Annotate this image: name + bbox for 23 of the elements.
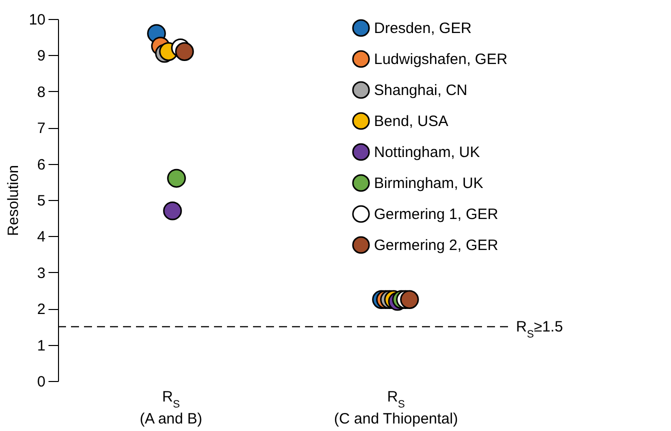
y-tick-label: 8 [37, 84, 46, 101]
y-tick-label: 2 [37, 301, 46, 318]
legend-label: Birmingham, UK [374, 175, 484, 192]
legend-label: Dresden, GER [374, 20, 472, 37]
y-tick-label: 1 [37, 337, 46, 354]
y-tick-label: 5 [37, 192, 46, 210]
y-tick-label: 4 [37, 228, 46, 246]
x-tick-label: R$_{S}$ (C and Thiopental) [334, 388, 458, 428]
legend-label: Nottingham, UK [374, 144, 480, 161]
legend-label: Germering 2, GER [374, 237, 498, 254]
y-tick-label: 3 [37, 264, 46, 282]
y-tick-label: 7 [37, 120, 46, 138]
x-tick-label: R$_{S}$ (A and B) [140, 388, 202, 428]
legend-label: Shanghai, CN [374, 82, 468, 99]
legend-label: Ludwigshafen, GER [374, 51, 508, 68]
legend-label: Germering 1, GER [374, 206, 498, 223]
y-tick-label: 9 [37, 48, 46, 65]
legend-label: Bend, USA [374, 113, 448, 130]
y-tick-label: 6 [37, 156, 46, 174]
ref-line-label: R$_{S}$≥1.5 [516, 318, 563, 341]
y-axis-title: Resolution [4, 165, 22, 236]
y-tick-label: 0 [37, 374, 46, 390]
y-tick-label: 10 [28, 12, 46, 28]
